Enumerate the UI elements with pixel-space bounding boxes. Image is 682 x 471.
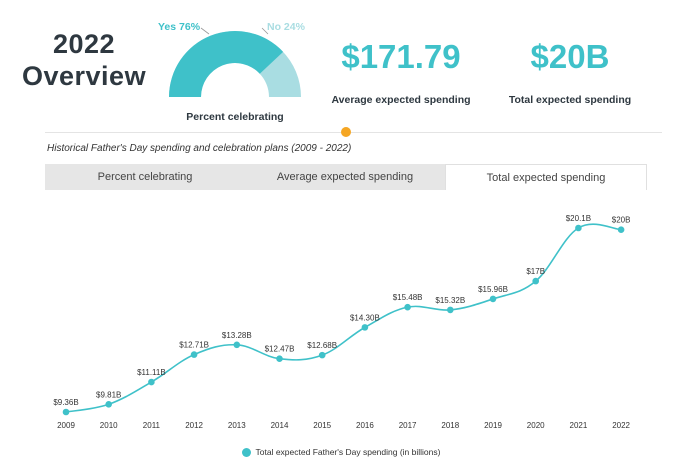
x-tick-2022: 2022	[612, 421, 630, 430]
overview-year: 2022	[53, 29, 116, 59]
overview-title: 2022 Overview	[22, 28, 146, 92]
data-label-2020: $17B	[526, 267, 545, 276]
data-label-2018: $15.32B	[435, 296, 465, 305]
x-tick-2011: 2011	[143, 421, 161, 430]
tab-average-spending[interactable]: Average expected spending	[276, 171, 414, 183]
data-point-2021[interactable]	[575, 224, 582, 232]
data-label-2013: $13.28B	[222, 331, 252, 340]
data-point-2009[interactable]	[62, 408, 70, 416]
spending-line-chart: $9.36B 2009 $9.81B 2010 $11.11B 2011 $12.71B 20…	[53, 214, 631, 430]
section-divider	[45, 132, 662, 133]
data-label-2009: $9.36B	[53, 398, 78, 407]
gauge-caption: Percent celebrating	[186, 111, 284, 123]
average-spending-label: Average expected spending	[331, 94, 471, 106]
x-tick-2012: 2012	[185, 421, 203, 430]
average-spending-stat: $171.79 Average expected spending	[326, 38, 476, 106]
x-tick-2014: 2014	[271, 421, 289, 430]
chart-subtitle: Historical Father's Day spending and cel…	[47, 143, 352, 154]
total-spending-label: Total expected spending	[508, 94, 632, 106]
data-label-2015: $12.68B	[307, 341, 337, 350]
x-tick-2020: 2020	[527, 421, 545, 430]
data-point-2010[interactable]	[105, 400, 112, 408]
data-label-2021: $20.1B	[566, 214, 591, 223]
x-tick-2017: 2017	[399, 421, 417, 430]
data-point-2011[interactable]	[148, 378, 155, 386]
x-tick-2009: 2009	[57, 421, 75, 430]
x-tick-2021: 2021	[570, 421, 588, 430]
overview-word: Overview	[22, 61, 147, 91]
legend-label: Total expected Father's Day spending (in…	[255, 447, 441, 457]
data-label-2011: $11.11B	[137, 368, 166, 377]
total-spending-stat: $20B Total expected spending	[500, 38, 640, 106]
gauge-yes-arc	[169, 31, 284, 97]
x-tick-2013: 2013	[228, 421, 246, 430]
timeline-marker[interactable]	[341, 127, 351, 137]
tab-total-spending[interactable]: Total expected spending	[445, 164, 647, 190]
data-label-2010: $9.81B	[96, 390, 121, 399]
data-label-2016: $14.30B	[350, 313, 380, 322]
data-label-2019: $15.96B	[478, 285, 508, 294]
x-tick-2018: 2018	[441, 421, 459, 430]
legend-swatch	[241, 448, 251, 458]
data-point-2020[interactable]	[532, 277, 539, 285]
data-point-2012[interactable]	[190, 351, 198, 358]
data-label-2022: $20B	[612, 216, 631, 225]
data-point-2019[interactable]	[489, 295, 497, 303]
x-tick-2015: 2015	[313, 421, 331, 430]
data-label-2012: $12.71B	[179, 341, 209, 350]
data-point-2017[interactable]	[404, 303, 411, 311]
tab-percent-celebrating[interactable]: Percent celebrating	[97, 171, 193, 183]
chart-legend: Total expected Father's Day spending (in…	[0, 447, 682, 458]
gauge-yes-tick	[200, 27, 210, 35]
data-label-2017: $15.48B	[393, 293, 423, 302]
average-spending-value: $171.79	[341, 38, 461, 75]
gauge-yes-label: Yes 76%	[158, 21, 201, 33]
x-tick-2010: 2010	[100, 421, 118, 430]
chart-tabs: Percent celebrating Average expected spe…	[45, 164, 647, 190]
data-point-2013[interactable]	[233, 341, 241, 349]
x-tick-2016: 2016	[356, 421, 374, 430]
data-label-2014: $12.47B	[265, 345, 295, 354]
data-point-2014[interactable]	[276, 355, 283, 363]
gauge-no-label: No 24%	[267, 21, 305, 33]
gauge-no-tick	[261, 27, 269, 35]
total-spending-value: $20B	[530, 38, 610, 75]
celebrating-gauge: Yes 76% No 24% Percent celebrating	[155, 14, 315, 123]
data-point-2015[interactable]	[318, 351, 326, 359]
gauge-svg	[169, 27, 301, 97]
x-tick-2019: 2019	[484, 421, 502, 430]
data-point-2016[interactable]	[361, 324, 369, 331]
data-point-2022[interactable]	[617, 226, 625, 234]
data-point-2018[interactable]	[447, 306, 454, 314]
